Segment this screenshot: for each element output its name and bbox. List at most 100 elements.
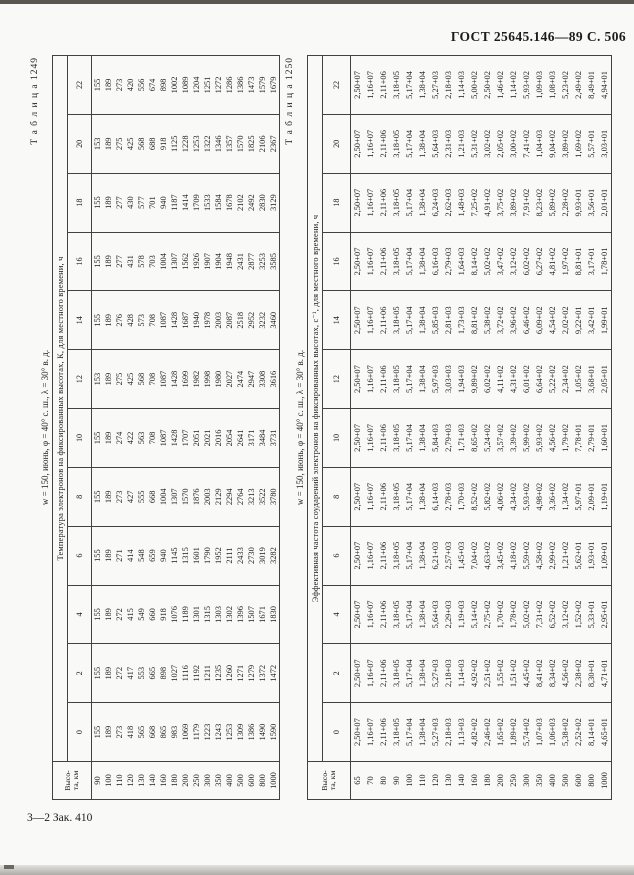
value-cell: 708 <box>147 290 158 350</box>
value-cell: 1926 <box>191 232 202 291</box>
value-cell: 1,16+07 <box>364 702 377 762</box>
value-cell: 2,11+06 <box>377 643 390 703</box>
value-cell: 153 <box>91 114 103 174</box>
gost-page-header: ГОСТ 25645.146—89 С. 506 <box>450 29 626 44</box>
height-cell: 120 <box>125 761 136 800</box>
value-cell: 1,16+07 <box>364 408 377 468</box>
value-cell: 273 <box>114 467 125 527</box>
value-cell: 2,50+07 <box>350 408 364 468</box>
value-cell: 568 <box>136 349 147 409</box>
value-cell: 425 <box>125 349 136 409</box>
value-cell: 6,24+03 <box>429 173 442 233</box>
value-cell: 189 <box>103 408 114 468</box>
value-cell: 2,51+02 <box>481 643 494 703</box>
table-row: 600 2,52+02 2,38+02 1,52+02 5,62+01 5,97+01 7,… <box>572 55 585 800</box>
value-cell: 3,18+05 <box>390 114 403 174</box>
value-cell: 1,13+03 <box>455 702 468 762</box>
value-cell: 1414 <box>180 173 191 233</box>
value-cell: 3,18+05 <box>390 349 403 409</box>
value-cell: 549 <box>136 585 147 644</box>
value-cell: 5,82+02 <box>481 467 494 527</box>
value-cell: 189 <box>103 467 114 527</box>
value-cell: 1,14+02 <box>507 55 520 115</box>
value-cell: 2,50+07 <box>350 702 364 762</box>
height-cell: 400 <box>224 761 235 800</box>
table-row: 250 1179 1192 1301 1601 1876 2051 1982 1940 1926 1… <box>191 55 202 800</box>
value-cell: 2641 <box>235 408 246 468</box>
table-row: 500 5,38+02 4,56+02 3,12+02 1,21+02 1,34+02 1,… <box>559 55 572 800</box>
value-cell: 1,16+07 <box>364 114 377 174</box>
value-cell: 3019 <box>257 526 268 586</box>
value-cell: 4,98+02 <box>533 467 546 527</box>
value-cell: 5,59+02 <box>520 526 533 586</box>
value-cell: 189 <box>103 232 114 291</box>
value-cell: 3,89+02 <box>507 173 520 233</box>
value-cell: 1125 <box>169 114 180 174</box>
value-cell: 1,14+03 <box>455 55 468 115</box>
value-cell: 4,56+02 <box>559 643 572 703</box>
table-row: 500 1309 1271 1396 2433 2764 2641 2474 2518 2431 2… <box>235 55 246 800</box>
value-cell: 5,64+03 <box>429 114 442 174</box>
value-cell: 553 <box>136 643 147 703</box>
value-cell: 2,11+06 <box>377 408 390 468</box>
value-cell: 1,71+03 <box>455 408 468 468</box>
value-cell: 1204 <box>191 55 202 115</box>
value-cell: 1087 <box>158 290 169 350</box>
value-cell: 1,46+02 <box>494 55 507 115</box>
local-time-header: 22 <box>322 55 351 115</box>
value-cell: 3,47+02 <box>494 232 507 291</box>
value-cell: 3585 <box>268 232 280 291</box>
value-cell: 1473 <box>246 55 257 115</box>
value-cell: 273 <box>114 55 125 115</box>
value-cell: 427 <box>125 467 136 527</box>
value-cell: 6,02+02 <box>481 349 494 409</box>
table-row: 65 2,50+07 2,50+07 2,50+07 2,50+07 2,50+07 2,5… <box>350 55 364 800</box>
value-cell: 8,14+01 <box>585 702 598 762</box>
value-cell: 1,16+07 <box>364 55 377 115</box>
table-row: 160 4,82+02 4,92+02 5,14+02 7,04+02 8,52+02 8,… <box>468 55 481 800</box>
value-cell: 5,17+04 <box>403 467 416 527</box>
value-cell: 1830 <box>268 585 280 644</box>
value-cell: 3,45+02 <box>494 526 507 586</box>
value-cell: 1,38+04 <box>416 114 429 174</box>
value-cell: 665 <box>147 643 158 703</box>
value-cell: 5,33+01 <box>585 585 598 644</box>
value-cell: 2,11+06 <box>377 349 390 409</box>
value-cell: 5,97+03 <box>429 349 442 409</box>
value-cell: 5,17+04 <box>403 585 416 644</box>
value-cell: 273 <box>114 702 125 762</box>
value-cell: 2474 <box>235 349 246 409</box>
value-cell: 1,16+07 <box>364 290 377 350</box>
value-cell: 6,21+03 <box>429 526 442 586</box>
value-cell: 1679 <box>268 55 280 115</box>
value-cell: 1507 <box>246 585 257 644</box>
value-cell: 2433 <box>235 526 246 586</box>
value-cell: 2492 <box>246 173 257 233</box>
value-cell: 4,71+01 <box>598 643 612 703</box>
value-cell: 8,23+02 <box>533 173 546 233</box>
value-cell: 2,02+02 <box>559 290 572 350</box>
height-cell: 500 <box>235 761 246 800</box>
value-cell: 1,14+03 <box>455 643 468 703</box>
value-cell: 1307 <box>169 467 180 527</box>
value-cell: 189 <box>103 702 114 762</box>
value-cell: 7,41+02 <box>520 114 533 174</box>
value-cell: 2,05+01 <box>598 349 612 409</box>
height-cell: 250 <box>507 761 520 800</box>
local-time-header: 8 <box>322 467 351 527</box>
value-cell: 1533 <box>202 173 213 233</box>
table-row: 250 1,89+02 1,51+02 1,78+02 4,18+02 4,34+02 3,… <box>507 55 520 800</box>
value-cell: 1678 <box>224 173 235 233</box>
height-cell: 100 <box>103 761 114 800</box>
value-cell: 155 <box>91 643 103 703</box>
value-cell: 5,14+02 <box>468 585 481 644</box>
value-cell: 1004 <box>158 232 169 291</box>
value-cell: 9,89+02 <box>468 349 481 409</box>
value-cell: 189 <box>103 349 114 409</box>
value-cell: 2129 <box>213 467 224 527</box>
value-cell: 708 <box>147 349 158 409</box>
value-cell: 415 <box>125 585 136 644</box>
value-cell: 1,78+02 <box>507 585 520 644</box>
value-cell: 548 <box>136 526 147 586</box>
